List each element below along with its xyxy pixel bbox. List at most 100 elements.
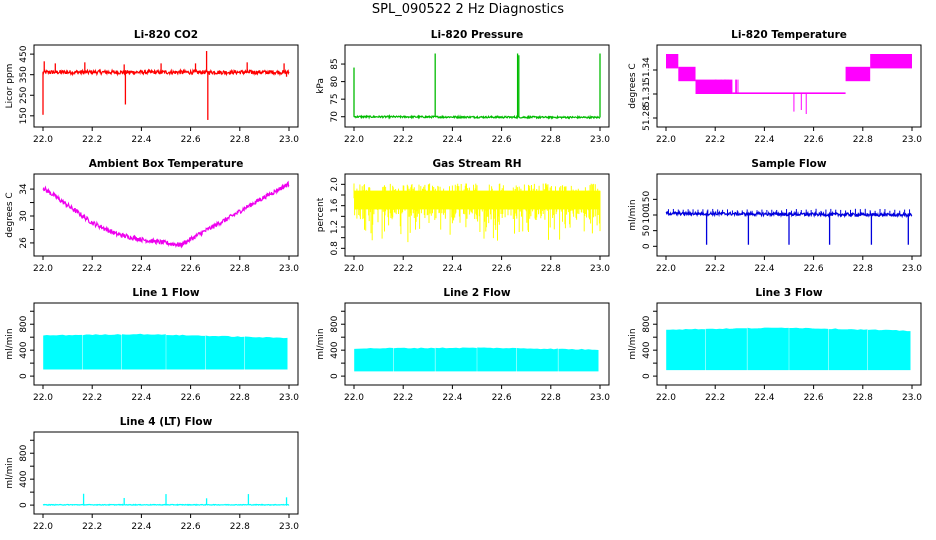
- series-block: [205, 335, 245, 370]
- x-tick-label: 22.6: [804, 393, 824, 403]
- series-block: [705, 328, 747, 371]
- x-tick-label: 23.0: [590, 393, 610, 403]
- series-line: [42, 180, 290, 249]
- series-band: [695, 79, 733, 94]
- series-band: [354, 190, 600, 210]
- x-tick-label: 22.8: [853, 135, 873, 145]
- y-tick-label: 0.8: [330, 241, 340, 256]
- y-axis-label: degrees C: [5, 192, 15, 237]
- x-tick-label: 22.2: [705, 264, 725, 274]
- plot-frame: [33, 44, 299, 128]
- y-tick-label: 250: [19, 86, 29, 103]
- y-tick-label: 70: [330, 111, 340, 123]
- x-tick-label: 22.4: [131, 522, 151, 532]
- series-band: [732, 92, 846, 94]
- x-tick-label: 22.2: [393, 264, 413, 274]
- y-tick-label: 2.0: [330, 177, 340, 192]
- chart-title: Li-820 CO2: [134, 29, 198, 41]
- series-band: [666, 54, 679, 69]
- x-tick-label: 22.4: [131, 393, 151, 403]
- data-series: [666, 54, 912, 114]
- x-tick-label: 23.0: [902, 393, 922, 403]
- y-tick-label: 0: [330, 373, 340, 379]
- y-tick-label: 0: [642, 373, 652, 379]
- y-tick-label: 0: [642, 243, 652, 249]
- y-axis-label: ml/min: [5, 328, 15, 359]
- series-band: [845, 66, 871, 82]
- x-tick-label: 23.0: [902, 264, 922, 274]
- chart-panel: Li-820 Pressure kPa 22.0 22.2 22.4 22.6 22.8 23…: [316, 29, 610, 145]
- data-series: [666, 327, 911, 371]
- y-tick-label: 34: [19, 183, 29, 195]
- data-series: [42, 493, 290, 507]
- x-tick-label: 23.0: [279, 393, 299, 403]
- y-tick-label: 800: [19, 315, 29, 332]
- y-tick-label: 100: [642, 206, 652, 223]
- chart-panel: Ambient Box Temperature degrees C 22.0 22.2…: [5, 158, 299, 274]
- x-tick-label: 23.0: [279, 264, 299, 274]
- x-tick-label: 22.0: [344, 264, 364, 274]
- series-block: [82, 334, 122, 370]
- data-series: [353, 53, 601, 120]
- x-tick-label: 22.0: [33, 393, 53, 403]
- chart-panel: Line 1 Flow ml/min 22.0 22.2 22.4 22.6 22.8 23.…: [5, 287, 299, 403]
- data-series: [665, 208, 913, 245]
- y-axis-label: ml/min: [5, 457, 15, 488]
- x-tick-label: 22.6: [804, 264, 824, 274]
- x-tick-label: 22.8: [541, 393, 561, 403]
- y-tick-label: 800: [642, 315, 652, 332]
- x-tick-label: 22.0: [344, 393, 364, 403]
- y-tick-label: 1.2: [330, 220, 340, 234]
- series-block: [558, 348, 599, 372]
- series-block: [393, 347, 435, 372]
- x-tick-label: 23.0: [590, 264, 610, 274]
- plot-frame: [33, 302, 299, 386]
- x-tick-label: 22.0: [33, 135, 53, 145]
- x-tick-label: 22.8: [230, 393, 250, 403]
- series-block: [747, 327, 789, 371]
- x-tick-label: 22.0: [344, 135, 364, 145]
- y-tick-label: 0: [19, 502, 29, 508]
- series-block: [868, 329, 911, 371]
- y-tick-label: 400: [330, 341, 340, 358]
- chart-title: Line 3 Flow: [755, 287, 822, 299]
- chart-panel: Line 4 (LT) Flow ml/min 22.0 22.2 22.4 22.6 22…: [5, 416, 299, 532]
- x-tick-label: 22.8: [230, 135, 250, 145]
- y-axis-label: Licor ppm: [5, 64, 15, 109]
- x-tick-label: 23.0: [590, 135, 610, 145]
- x-tick-label: 22.6: [492, 135, 512, 145]
- plot-frame: [656, 44, 922, 128]
- series-block: [516, 348, 558, 372]
- x-tick-label: 22.6: [492, 393, 512, 403]
- plot-frame: [33, 431, 299, 515]
- plot-frame: [344, 173, 610, 257]
- x-tick-label: 22.4: [754, 135, 774, 145]
- plot-frame: [344, 44, 610, 128]
- x-tick-label: 22.4: [754, 393, 774, 403]
- plot-frame: [344, 302, 610, 386]
- plot-frame: [656, 302, 922, 386]
- data-series: [42, 180, 290, 249]
- x-tick-label: 22.6: [181, 393, 201, 403]
- y-tick-label: 51.28: [642, 105, 652, 131]
- chart-title: Line 2 Flow: [443, 287, 510, 299]
- chart-panel: Sample Flow ml/min 22.0 22.2 22.4 22.6 22.8 23.…: [628, 158, 922, 274]
- x-tick-label: 22.6: [804, 135, 824, 145]
- y-tick-label: 26: [19, 237, 29, 249]
- x-tick-label: 23.0: [279, 135, 299, 145]
- x-tick-label: 22.4: [131, 264, 151, 274]
- y-tick-label: 800: [330, 315, 340, 332]
- series-block: [43, 334, 83, 370]
- data-series: [43, 333, 288, 370]
- y-axis-label: degrees C: [628, 63, 638, 108]
- chart-panel: Li-820 CO2 Licor ppm 22.0 22.2 22.4 22.6 22.8 2…: [5, 29, 299, 145]
- x-tick-label: 22.2: [705, 393, 725, 403]
- y-tick-label: 80: [330, 76, 340, 88]
- y-tick-label: 800: [19, 444, 29, 461]
- x-tick-label: 22.8: [541, 264, 561, 274]
- x-tick-label: 22.2: [82, 135, 102, 145]
- x-tick-label: 22.2: [82, 393, 102, 403]
- chart-title: Li-820 Pressure: [431, 29, 524, 41]
- series-block: [245, 336, 288, 370]
- series-line: [353, 113, 601, 120]
